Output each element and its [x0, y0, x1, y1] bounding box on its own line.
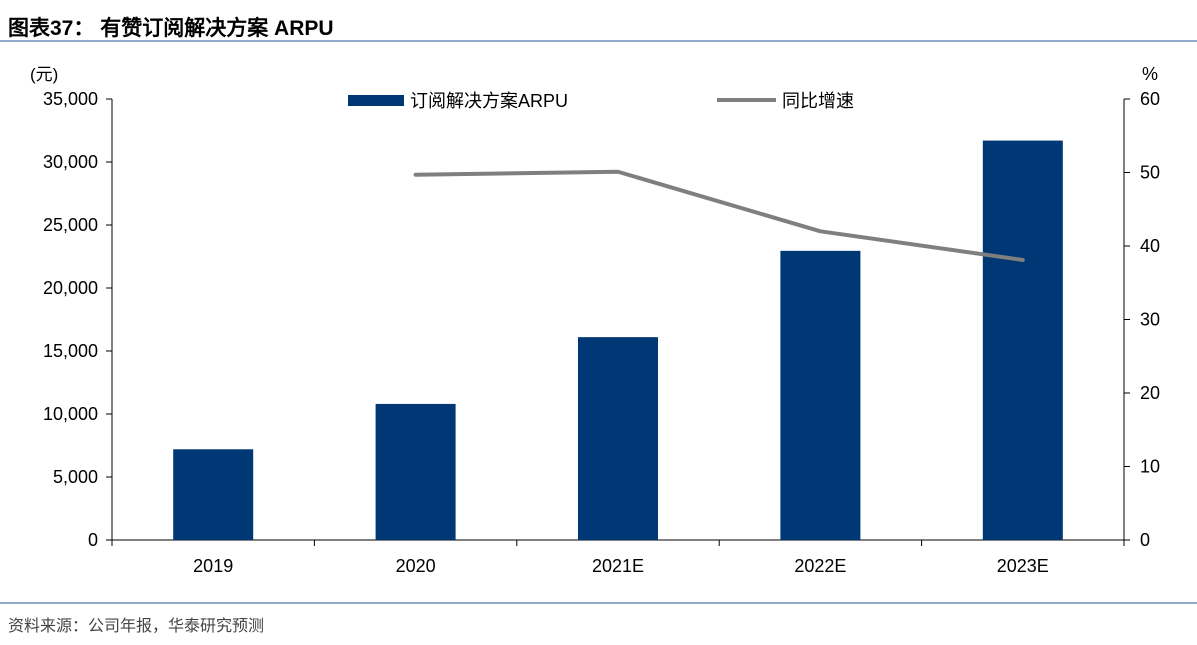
figure-title: 图表37： 有赞订阅解决方案 ARPU: [8, 17, 334, 40]
left-tick-label: 25,000: [43, 215, 98, 235]
x-tick-label: 2023E: [997, 556, 1049, 576]
growth-line: [413, 169, 1025, 262]
title-divider: [0, 40, 1197, 42]
right-tick-label: 10: [1140, 457, 1160, 477]
legend-line-label: 同比增速: [782, 91, 854, 111]
x-tick-label: 2019: [193, 556, 233, 576]
x-tick-label: 2020: [396, 556, 436, 576]
right-tick-label: 50: [1140, 163, 1160, 183]
source-divider: [0, 602, 1197, 604]
right-tick-label: 20: [1140, 383, 1160, 403]
left-tick-label: 20,000: [43, 278, 98, 298]
chart-svg: 0 5,000 10,000 15,000 20,000 25,000 30,000 35,0…: [30, 64, 1160, 576]
bar-2022E: [780, 250, 861, 540]
bar-2019: [173, 449, 254, 540]
bar-2023E: [982, 140, 1063, 540]
left-tick-label: 35,000: [43, 89, 98, 109]
legend-bar-label: 订阅解决方案ARPU: [410, 91, 568, 111]
x-tick-label: 2022E: [794, 556, 846, 576]
left-tick-label: 15,000: [43, 341, 98, 361]
left-tick-label: 0: [88, 530, 98, 550]
bar-2021E: [578, 337, 658, 540]
left-tick-label: 30,000: [43, 152, 98, 172]
x-tick-label: 2021E: [592, 556, 644, 576]
legend-bar-swatch: [348, 95, 404, 106]
source-note: 资料来源：公司年报，华泰研究预测: [8, 618, 265, 635]
right-tick-label: 60: [1140, 89, 1160, 109]
right-tick-label: 40: [1140, 236, 1160, 256]
right-axis-label: %: [1142, 64, 1158, 84]
bar-2020: [375, 403, 456, 540]
left-axis-label: (元): [30, 65, 58, 84]
right-tick-label: 0: [1140, 530, 1150, 550]
right-tick-label: 30: [1140, 310, 1160, 330]
left-tick-label: 10,000: [43, 404, 98, 424]
left-tick-label: 5,000: [53, 467, 98, 487]
